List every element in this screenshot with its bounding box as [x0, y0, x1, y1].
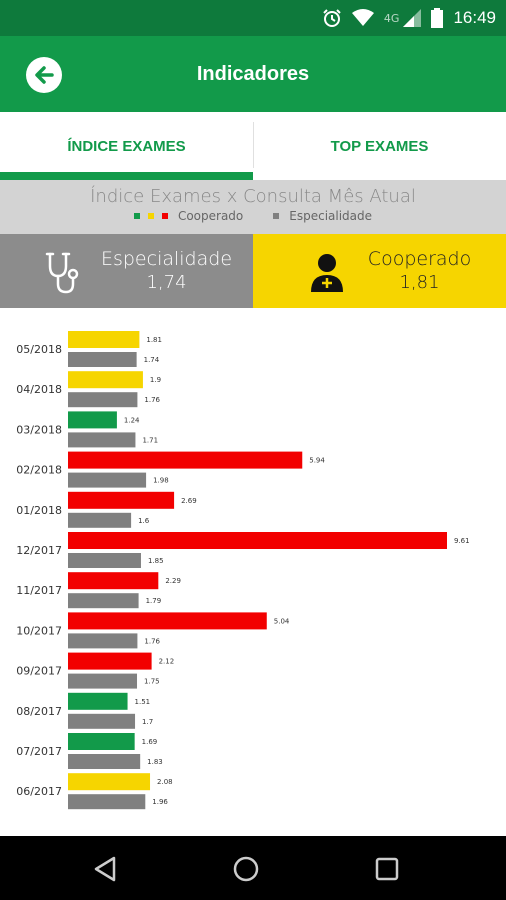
y-tick-label: 10/2017 [16, 624, 62, 637]
back-button[interactable] [26, 57, 62, 93]
data-label-especialidade: 1.76 [144, 637, 160, 645]
bar-especialidade [68, 352, 137, 367]
data-label-cooperado: 2.29 [165, 577, 181, 585]
status-time: 16:49 [453, 8, 496, 27]
tab-top-exames[interactable]: TOP EXAMES [330, 137, 429, 155]
data-label-especialidade: 1.98 [153, 477, 169, 485]
stethoscope-icon [45, 252, 79, 294]
chart-title: Índice Exames x Consulta Mês Atual [90, 186, 416, 207]
bar-cooperado [68, 532, 447, 549]
bar-cooperado [68, 451, 303, 469]
especialidade-label: Especialidade [100, 248, 233, 270]
legend-label-especialidade: Especialidade [289, 209, 373, 223]
cooperado-label: Cooperado [367, 248, 472, 270]
network-type: 4G [383, 11, 400, 25]
data-label-especialidade: 1.71 [142, 436, 158, 444]
summary-cards: Especialidade 1,74 Cooperado 1,81 [0, 234, 506, 308]
bar-cooperado [68, 371, 143, 389]
data-label-cooperado: 1.51 [135, 698, 151, 706]
data-label-especialidade: 1.74 [144, 356, 160, 364]
bar-cooperado [68, 612, 267, 630]
tab-divider [253, 122, 254, 168]
bar-cooperado [68, 331, 140, 348]
status-bar: 4G 16:49 [0, 0, 506, 36]
legend-swatch-yellow [147, 213, 154, 219]
bar-especialidade [68, 392, 138, 408]
bar-cooperado [68, 491, 175, 509]
data-label-cooperado: 1.81 [146, 336, 162, 344]
bar-cooperado [68, 773, 151, 791]
y-tick-label: 05/2018 [16, 343, 62, 356]
data-label-especialidade: 1.96 [152, 798, 168, 806]
y-tick-label: 03/2018 [16, 423, 62, 436]
arrow-left-icon [35, 66, 54, 84]
navigation-bar [0, 836, 506, 900]
data-label-especialidade: 1.79 [146, 597, 162, 605]
bar-especialidade [68, 472, 147, 488]
y-tick-label: 02/2018 [16, 464, 62, 477]
app-bar: Indicadores [0, 36, 506, 112]
bar-especialidade [68, 794, 146, 810]
nav-home-icon[interactable] [231, 854, 261, 884]
bar-cooperado [68, 411, 117, 429]
cooperado-card: Cooperado 1,81 [253, 234, 506, 308]
data-label-especialidade: 1.76 [144, 396, 160, 404]
bar-cooperado [68, 652, 152, 670]
y-tick-label: 01/2018 [16, 504, 62, 517]
y-tick-label: 12/2017 [16, 544, 62, 557]
data-label-especialidade: 1.6 [138, 517, 150, 525]
battery-icon [431, 8, 444, 28]
doctor-icon [311, 254, 343, 292]
y-tick-label: 08/2017 [16, 705, 62, 718]
y-tick-label: 11/2017 [16, 584, 62, 597]
bar-chart: 05/2018 1.81 1.74 04/2018 1.9 1.76 03/2018 1.24… [16, 331, 470, 810]
nav-back-icon[interactable] [90, 854, 120, 884]
data-label-cooperado: 5.94 [309, 457, 325, 465]
chart-header: Índice Exames x Consulta Mês Atual Coope… [0, 180, 506, 234]
nav-recents-icon[interactable] [372, 854, 402, 884]
bar-especialidade [68, 512, 132, 528]
y-tick-label: 07/2017 [16, 745, 62, 758]
bar-especialidade [68, 593, 139, 609]
y-tick-label: 09/2017 [16, 665, 62, 678]
bar-especialidade [68, 754, 141, 769]
y-tick-label: 06/2017 [16, 785, 62, 798]
legend-swatch-green [133, 213, 140, 219]
bar-especialidade [68, 633, 138, 649]
especialidade-value: 1,74 [146, 272, 187, 293]
data-label-cooperado: 2.69 [181, 497, 197, 505]
cooperado-value: 1,81 [399, 272, 440, 293]
data-label-especialidade: 1.75 [144, 678, 160, 686]
data-label-cooperado: 2.08 [157, 778, 173, 786]
legend-swatch-red [161, 213, 168, 219]
alarm-icon [323, 9, 341, 27]
signal-icon [403, 9, 422, 27]
page-title: Indicadores [196, 63, 310, 85]
wifi-icon [351, 9, 374, 26]
data-label-cooperado: 1.69 [142, 738, 158, 746]
bar-cooperado [68, 692, 128, 710]
legend-label-cooperado: Cooperado [177, 209, 244, 223]
data-label-cooperado: 5.04 [274, 617, 290, 625]
tab-indice-exames[interactable]: ÍNDICE EXAMES [0, 112, 253, 180]
data-label-cooperado: 9.61 [454, 537, 470, 545]
bar-especialidade [68, 432, 136, 448]
data-label-especialidade: 1.83 [147, 758, 163, 766]
bar-cooperado [68, 572, 159, 590]
data-label-cooperado: 1.24 [124, 416, 140, 424]
bar-especialidade [68, 673, 138, 689]
especialidade-card: Especialidade 1,74 [0, 234, 253, 308]
bar-especialidade [68, 553, 141, 568]
data-label-especialidade: 1.7 [142, 718, 153, 726]
legend-swatch-gray [273, 213, 280, 219]
bar-cooperado [68, 733, 135, 750]
y-tick-label: 04/2018 [16, 383, 62, 396]
data-label-cooperado: 2.12 [159, 658, 175, 666]
data-label-cooperado: 1.9 [150, 376, 161, 384]
chart-legend: Cooperado Especialidade [0, 209, 506, 223]
data-label-especialidade: 1.85 [148, 557, 164, 565]
bar-especialidade [68, 713, 136, 729]
